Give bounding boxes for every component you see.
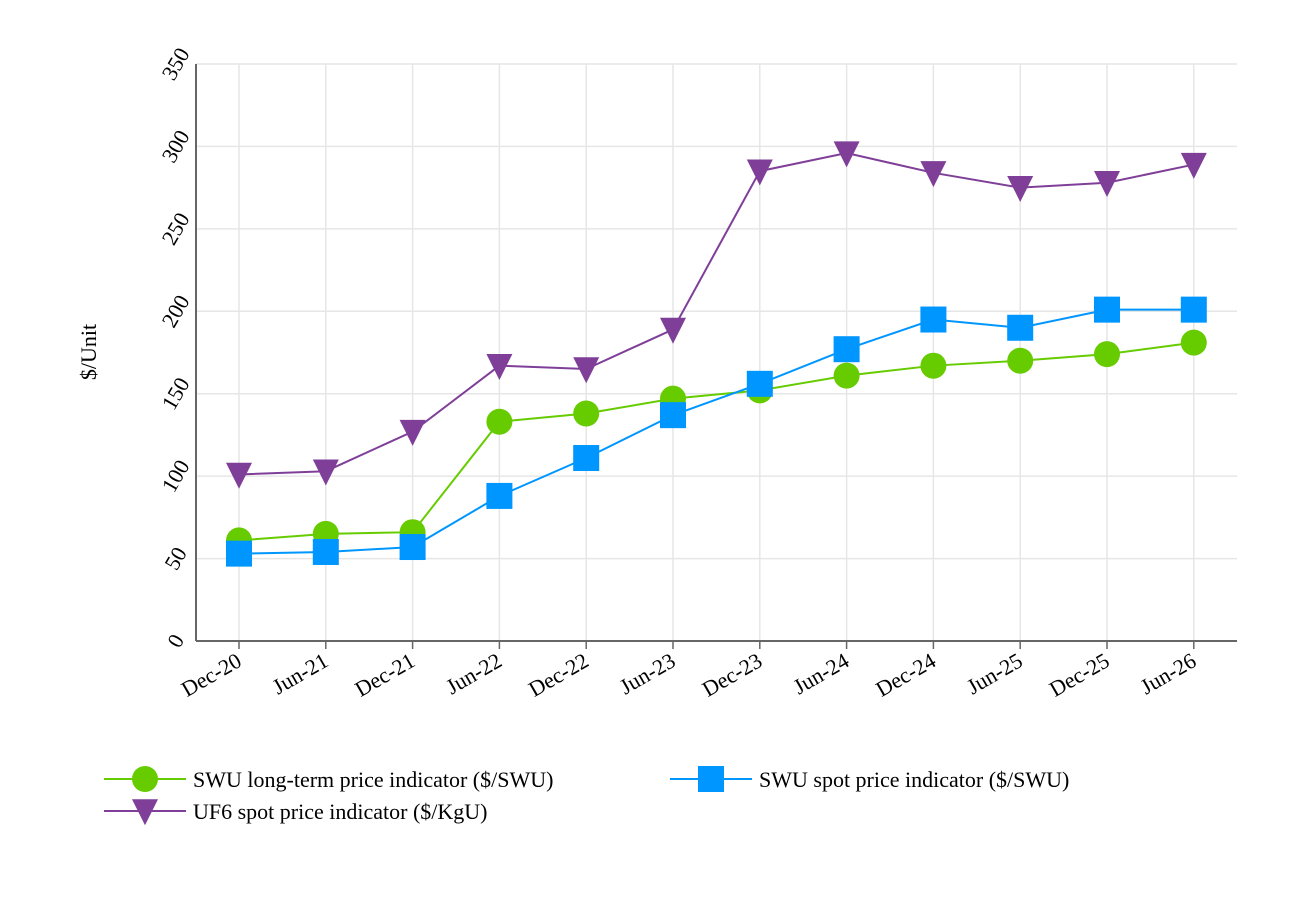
data-point	[573, 445, 600, 472]
data-point	[920, 306, 947, 333]
data-point	[226, 462, 252, 489]
legend-label: UF6 spot price indicator ($/KgU)	[193, 799, 488, 824]
x-tick-label: Dec-25	[1045, 648, 1114, 702]
legend-marker	[698, 766, 724, 792]
legend-marker	[132, 766, 158, 792]
x-tick-label: Dec-21	[351, 648, 420, 702]
data-point	[1094, 341, 1120, 368]
x-tick-label: Jun-21	[268, 648, 332, 700]
y-tick-label: 100	[156, 455, 194, 496]
data-point	[1180, 329, 1207, 356]
data-point	[920, 352, 947, 379]
data-point	[226, 540, 252, 567]
y-tick-label: 150	[156, 373, 194, 414]
legend: SWU long-term price indicator ($/SWU) SWU…	[104, 766, 1069, 826]
x-tick-label: Jun-26	[1136, 648, 1200, 700]
data-point	[1094, 296, 1120, 323]
data-point	[399, 419, 426, 446]
series-1	[226, 329, 1207, 554]
grid	[196, 63, 1237, 641]
series-line	[238, 308, 1194, 555]
x-tick-label: Jun-25	[962, 648, 1026, 700]
y-tick-label: 200	[156, 290, 194, 331]
data-point	[486, 482, 513, 509]
data-point	[1007, 347, 1034, 374]
data-point	[573, 357, 600, 384]
data-point	[746, 370, 773, 397]
data-point	[486, 353, 513, 380]
y-tick-label: 350	[156, 43, 194, 84]
series-area	[226, 141, 1207, 567]
data-point	[660, 402, 686, 429]
legend-marker	[132, 799, 158, 826]
data-point	[399, 534, 426, 561]
data-point	[1007, 175, 1034, 202]
legend-item: UF6 spot price indicator ($/KgU)	[104, 799, 488, 826]
legend-item: SWU long-term price indicator ($/SWU)	[104, 766, 553, 792]
series-line	[238, 151, 1195, 476]
data-point	[833, 141, 860, 168]
data-point	[1180, 296, 1207, 323]
x-tick-label: Jun-22	[442, 648, 506, 700]
data-point	[1094, 170, 1120, 197]
data-point	[312, 538, 339, 565]
data-point	[833, 336, 860, 363]
data-point	[833, 362, 860, 389]
y-tick-label: 250	[156, 208, 194, 249]
data-point	[1007, 314, 1034, 341]
y-tick-label: 0	[162, 630, 189, 652]
data-point	[573, 400, 600, 427]
legend-label: SWU long-term price indicator ($/SWU)	[193, 767, 553, 792]
x-tick-label: Dec-24	[871, 648, 940, 702]
y-tick-label: 300	[156, 126, 194, 167]
data-point	[1180, 152, 1207, 179]
series-3	[226, 141, 1207, 489]
axes: 0 50 100 150 200 250 300 350 Dec-20 Jun-21 Dec-21 J…	[76, 43, 1237, 702]
y-tick-label: 50	[159, 543, 192, 575]
data-point	[920, 161, 947, 188]
series-line	[238, 341, 1194, 542]
x-tick-label: Dec-20	[177, 648, 246, 702]
data-point	[746, 159, 773, 186]
y-axis-label: $/Unit	[76, 324, 101, 380]
legend-item: SWU spot price indicator ($/SWU)	[670, 766, 1069, 792]
legend-label: SWU spot price indicator ($/SWU)	[759, 767, 1069, 792]
x-tick-label: Jun-23	[615, 648, 679, 700]
series-2	[226, 296, 1207, 567]
x-tick-label: Dec-23	[698, 648, 767, 702]
x-tick-label: Jun-24	[789, 648, 853, 700]
data-point	[660, 317, 686, 344]
data-point	[312, 459, 339, 486]
data-point	[486, 408, 513, 435]
x-tick-label: Dec-22	[524, 648, 593, 702]
